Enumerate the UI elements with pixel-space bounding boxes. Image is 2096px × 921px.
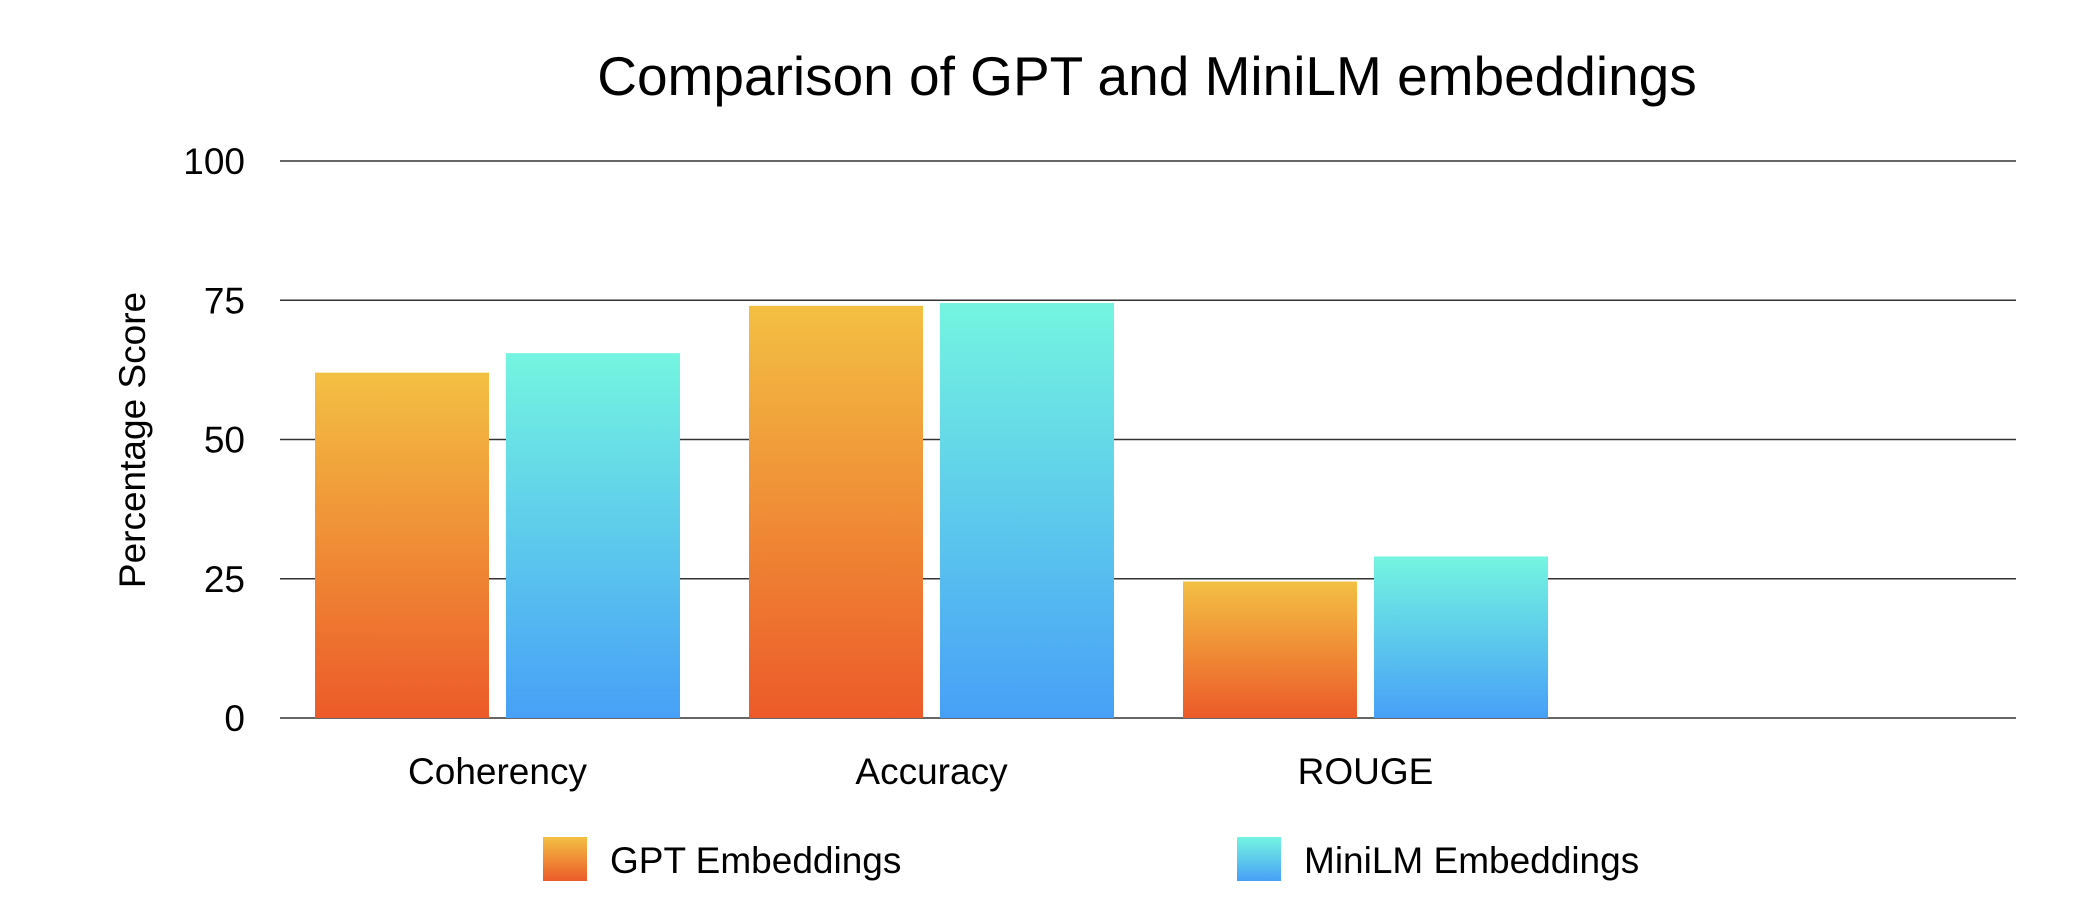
x-tick-label: Accuracy bbox=[855, 751, 1008, 792]
y-tick-label: 25 bbox=[204, 559, 245, 600]
chart-title: Comparison of GPT and MiniLM embeddings bbox=[597, 45, 1697, 107]
x-axis-ticks: Coherency Accuracy ROUGE bbox=[408, 751, 1433, 792]
y-tick-label: 0 bbox=[224, 698, 245, 739]
bar-rouge-gpt bbox=[1183, 581, 1357, 718]
legend-label: GPT Embeddings bbox=[610, 840, 901, 881]
y-tick-label: 100 bbox=[183, 141, 245, 182]
x-tick-label: ROUGE bbox=[1298, 751, 1434, 792]
bar-coherency-gpt bbox=[315, 372, 489, 718]
x-tick-label: Coherency bbox=[408, 751, 587, 792]
y-axis-label: Percentage Score bbox=[112, 292, 153, 588]
y-tick-label: 50 bbox=[204, 420, 245, 461]
legend: GPT Embeddings MiniLM Embeddings bbox=[543, 837, 1639, 881]
bar-coherency-minilm bbox=[506, 353, 680, 718]
bars bbox=[315, 303, 1548, 718]
y-tick-label: 75 bbox=[204, 280, 245, 321]
bar-accuracy-gpt bbox=[749, 305, 923, 718]
legend-label: MiniLM Embeddings bbox=[1304, 840, 1639, 881]
bar-rouge-minilm bbox=[1374, 556, 1548, 718]
bar-accuracy-minilm bbox=[940, 303, 1114, 718]
y-axis-ticks: 0 25 50 75 100 bbox=[183, 141, 245, 739]
legend-swatch bbox=[543, 837, 587, 881]
legend-swatch bbox=[1237, 837, 1281, 881]
